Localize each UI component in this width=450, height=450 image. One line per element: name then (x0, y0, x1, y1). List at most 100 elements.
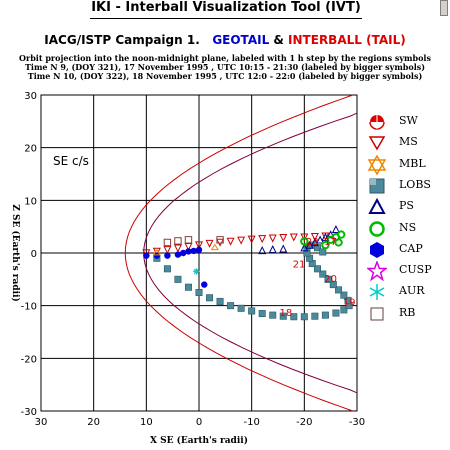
hour-label: 21 (293, 260, 306, 271)
lobs-point (227, 302, 235, 310)
lobs-point (237, 304, 245, 312)
lobs-point (332, 309, 340, 317)
frame-label: SE c/s (53, 154, 89, 168)
legend-item-rb: RB (367, 304, 447, 324)
x-tick-label: 30 (35, 417, 48, 428)
cap-point (190, 247, 197, 255)
x-tick-label: -30 (349, 417, 365, 428)
lobs-point (324, 275, 332, 283)
lobs-point (279, 312, 287, 320)
rb-point (163, 238, 172, 247)
legend-item-sw: SW (367, 112, 447, 132)
mbl-point (210, 243, 219, 251)
mbl-point (152, 248, 161, 256)
series-aur (193, 268, 200, 275)
ms-point (173, 244, 182, 253)
title-underline (90, 18, 362, 19)
cap-point (164, 252, 171, 259)
x-tick-label: 20 (87, 417, 100, 428)
ms-point (194, 241, 204, 250)
legend-item-mbl: MBL (367, 154, 447, 175)
legend-label: SW (399, 114, 418, 127)
y-tick-label: 0 (31, 249, 37, 260)
x-tick-label: 0 (196, 417, 202, 428)
title-bar: IKI - Interball Visualization Tool (IVT) (0, 0, 450, 22)
ms-point (237, 236, 246, 245)
time-note-10: Time N 10, (DOY 322), 18 November 1995 ,… (27, 71, 423, 81)
ps-point (316, 235, 325, 244)
projection-note: Orbit projection into the noon-midnight … (19, 53, 431, 63)
series-cap (143, 246, 208, 288)
sw-icon (369, 115, 385, 130)
cap-point (195, 246, 203, 254)
satellite-geotail-label: GEOTAIL (212, 33, 270, 47)
hour-label: 20 (324, 274, 337, 285)
series-lobs (153, 241, 353, 321)
ns-point (334, 238, 343, 247)
window-title: IKI - Interball Visualization Tool (IVT) (91, 0, 361, 15)
ps-point (321, 232, 330, 241)
lobs-point (269, 311, 277, 319)
ps-point (326, 230, 335, 239)
window-control-button[interactable] (440, 0, 448, 16)
rb-point (184, 236, 193, 244)
satellite-interball-label: INTERBALL (TAIL) (288, 33, 406, 47)
campaign-label: IACG/ISTP Campaign 1. (44, 33, 200, 47)
lobs-point (163, 265, 171, 273)
cap-point (180, 249, 187, 257)
x-tick-label: -10 (243, 417, 259, 428)
lobs-point (340, 306, 348, 314)
legend-item-aur: AUR (367, 282, 447, 302)
legend-label: AUR (399, 284, 425, 298)
cap-point (153, 252, 161, 259)
lobs-point (321, 311, 329, 319)
time-note-9: Time N 9, (DOY 321), 17 November 1995 , … (24, 62, 426, 72)
series-ns (300, 230, 346, 250)
legend-item-cap: CAP (367, 240, 447, 260)
aur-point (193, 268, 200, 275)
ms-point (226, 237, 235, 246)
ms-point (205, 239, 214, 248)
legend-item-lobs: LOBS (367, 176, 447, 196)
hour-label: 17 (324, 237, 337, 248)
ns-point (337, 230, 346, 239)
x-tick-label: 10 (140, 417, 153, 428)
ns-point (321, 240, 330, 250)
hour-labels: 18 19 20 21 23 17 (280, 237, 356, 319)
cap-point (185, 248, 192, 255)
ps-point (310, 238, 319, 247)
lobs-point (319, 270, 327, 278)
ring-icon (369, 220, 385, 237)
bow-shock-curve (124, 94, 353, 412)
legend-label: LOBS (399, 177, 431, 191)
legend-label: MBL (399, 156, 426, 170)
lobs-point (319, 248, 327, 256)
lobs-point (216, 297, 224, 305)
ms-point (163, 246, 172, 255)
lobs-point (290, 313, 298, 321)
ms-point (300, 233, 309, 242)
filled-hexagon-icon (370, 241, 384, 258)
hour-label: 23 (306, 237, 319, 248)
series-mbl (152, 243, 219, 256)
lobs-point (184, 283, 192, 291)
y-tick-label: 30 (24, 91, 37, 102)
ms-point (279, 234, 288, 243)
legend-label: MS (399, 135, 418, 149)
ms-point (258, 235, 267, 244)
legend-label: NS (399, 220, 417, 234)
y-axis-label: Z SE (Earth's radii) (10, 204, 21, 302)
ms-point (289, 233, 298, 242)
lobs-point (248, 307, 256, 315)
lobs-point (344, 296, 352, 304)
boundary-curves (124, 94, 357, 412)
orbit-series (142, 224, 353, 321)
lobs-point (195, 288, 203, 296)
ps-point (305, 240, 314, 249)
y-tick-label: -30 (21, 407, 37, 418)
cap-point (201, 281, 208, 288)
y-tick-label: -10 (21, 302, 37, 313)
ns-point (300, 237, 309, 246)
lobs-point (329, 281, 337, 289)
